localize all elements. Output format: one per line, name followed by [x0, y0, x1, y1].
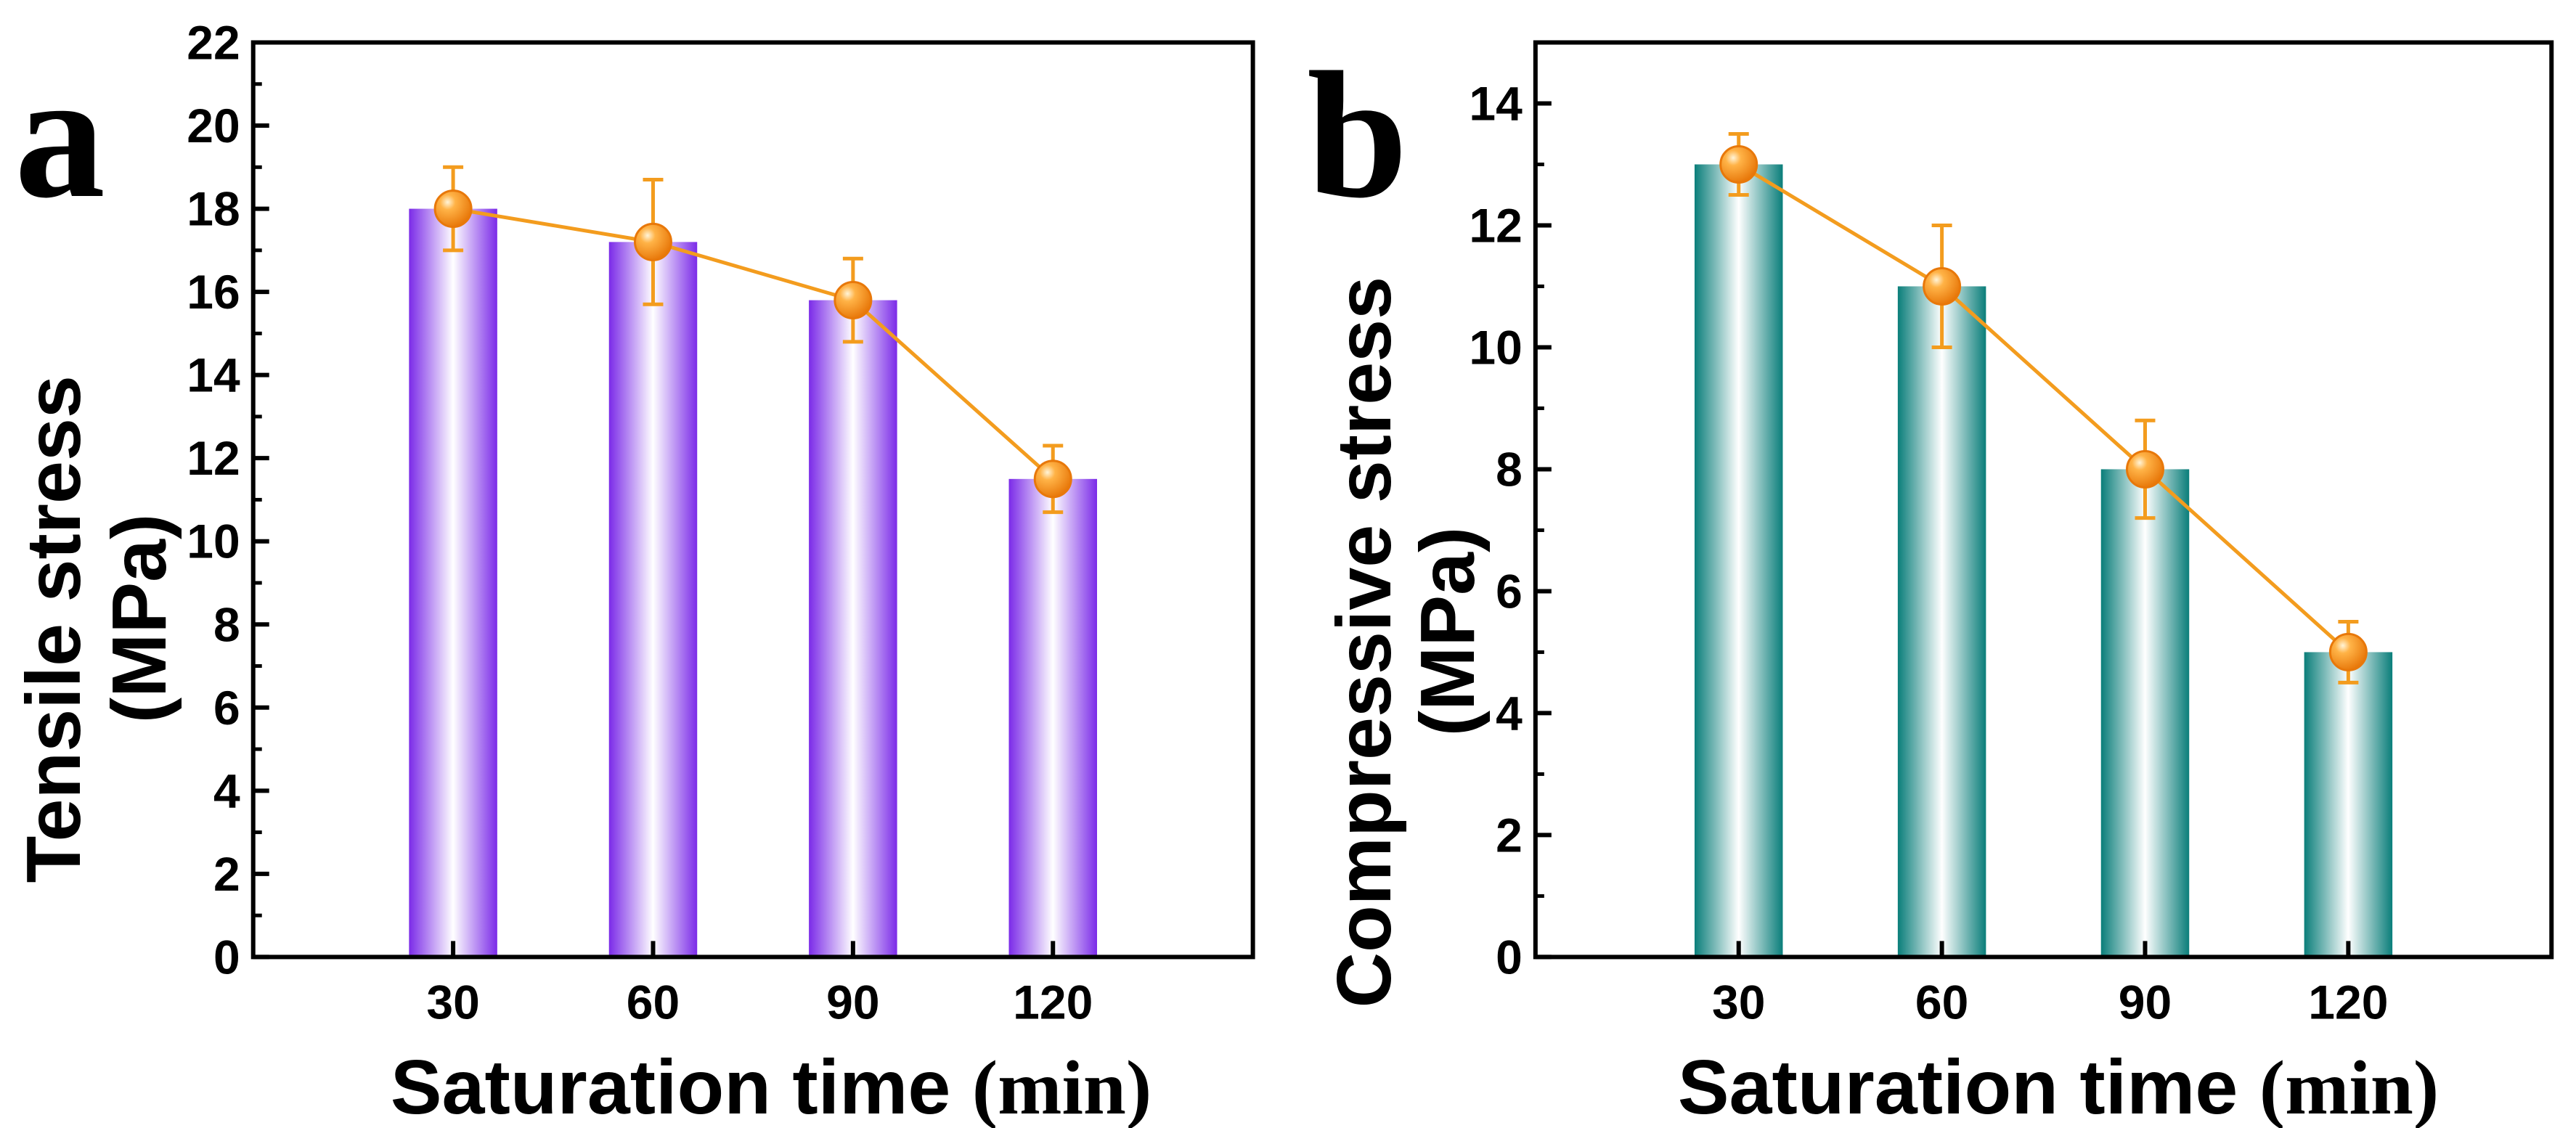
plot-frame-b — [1533, 40, 2554, 960]
y-axis-title-a: Tensile stress (MPa) — [11, 354, 182, 883]
y-tick-label-b: 14 — [1469, 76, 1523, 130]
bar-a-60 — [608, 242, 698, 957]
y-tick-label-b: 10 — [1469, 320, 1522, 374]
x-axis-title-b: Saturation time (min) — [1678, 1045, 2439, 1128]
chart-panel-b: b 0 2 4 6 8 10 12 14 30 60 90 120 Saturation time … — [1307, 35, 2554, 1128]
x-tick-label-a: 60 — [627, 975, 680, 1029]
marker-b-120 — [2328, 632, 2368, 671]
y-tick-label-b: 8 — [1496, 442, 1523, 496]
plot-frame-a — [250, 40, 1255, 960]
y-axis-title-b: Compressive stress (MPa) — [1321, 255, 1491, 1008]
marker-a-90 — [833, 281, 873, 320]
bar-b-120 — [2304, 652, 2393, 957]
x-tick-label-a: 30 — [426, 975, 479, 1029]
y-tick-label-a: 4 — [213, 764, 240, 817]
panel-label-a: a — [15, 35, 105, 236]
trend-line-b — [1737, 163, 2350, 654]
x-tick-label-b: 90 — [2119, 975, 2172, 1029]
y-tick-label-b: 0 — [1496, 930, 1523, 984]
marker-b-90 — [2125, 449, 2164, 489]
y-tick-label-a: 14 — [187, 348, 240, 402]
y-tick-label-a: 16 — [187, 265, 240, 319]
x-tick-label-b: 120 — [2308, 975, 2388, 1029]
marker-b-60 — [1923, 266, 1962, 306]
bar-a-30 — [409, 208, 497, 957]
x-axis-unit-a: (min) — [972, 1045, 1152, 1128]
y-tick-label-b: 6 — [1496, 564, 1523, 618]
x-tick-label-a: 90 — [826, 975, 879, 1029]
bar-b-60 — [1897, 286, 1986, 957]
y-tick-label-a: 8 — [213, 597, 240, 651]
y-tick-label-a: 0 — [213, 930, 240, 984]
y-tick-label-a: 10 — [187, 515, 240, 568]
bar-b-90 — [2100, 469, 2190, 957]
y-tick-label-a: 22 — [187, 15, 240, 69]
marker-a-60 — [633, 222, 672, 261]
y-tick-label-a: 2 — [213, 847, 240, 901]
bar-a-120 — [1008, 478, 1097, 957]
trend-line-a — [452, 207, 1054, 481]
marker-b-30 — [1719, 144, 1758, 184]
x-tick-label-b: 30 — [1712, 975, 1765, 1029]
y-tick-label-b: 2 — [1496, 808, 1523, 862]
y-tick-label-b: 4 — [1496, 686, 1523, 740]
bar-b-30 — [1694, 164, 1783, 957]
marker-a-30 — [433, 189, 473, 229]
y-tick-label-a: 18 — [187, 182, 240, 236]
y-tick-label-a: 20 — [187, 99, 240, 152]
chart-panel-a: a 0 2 4 6 8 10 12 14 16 18 20 22 30 60 90 120 Saturati… — [11, 15, 1255, 1128]
y-tick-label-b: 12 — [1469, 198, 1522, 252]
marker-a-120 — [1033, 459, 1072, 499]
x-tick-label-b: 60 — [1915, 975, 1968, 1029]
x-axis-unit-b: (min) — [2259, 1045, 2439, 1128]
x-tick-label-a: 120 — [1013, 975, 1093, 1029]
y-tick-label-a: 6 — [213, 681, 240, 735]
x-axis-title-a: Saturation time (min) — [391, 1045, 1152, 1128]
panel-label-b: b — [1307, 35, 1408, 236]
y-tick-label-a: 12 — [187, 431, 240, 485]
bar-a-90 — [809, 300, 897, 957]
